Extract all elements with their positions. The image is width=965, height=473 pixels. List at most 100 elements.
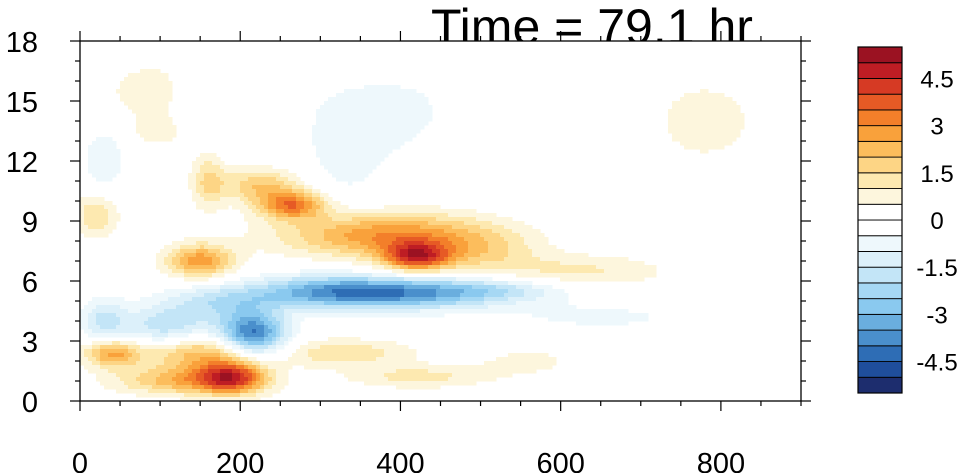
contour-cell <box>436 221 441 226</box>
contour-cell <box>684 145 689 150</box>
contour-cell <box>556 257 561 262</box>
contour-cell <box>416 245 421 250</box>
contour-cell <box>236 313 241 318</box>
contour-cell <box>368 245 373 250</box>
contour-cell <box>196 173 201 178</box>
contour-cell <box>88 145 93 150</box>
contour-cell <box>220 297 225 302</box>
contour-cell <box>388 85 393 90</box>
contour-cell <box>408 233 413 238</box>
contour-cell <box>360 133 365 138</box>
contour-cell <box>164 313 169 318</box>
contour-cell <box>316 245 321 250</box>
contour-cell <box>164 109 169 114</box>
contour-cell <box>336 245 341 250</box>
contour-cell <box>364 121 369 126</box>
contour-cell <box>368 309 373 314</box>
contour-cell <box>336 365 341 370</box>
contour-cell <box>404 369 409 374</box>
contour-cell <box>360 141 365 146</box>
contour-cell <box>736 121 741 126</box>
contour-cell <box>360 217 365 222</box>
contour-cell <box>272 325 277 330</box>
contour-cell <box>296 349 301 354</box>
contour-cell <box>308 229 313 234</box>
contour-cell <box>104 165 109 170</box>
contour-cell <box>284 309 289 314</box>
contour-cell <box>308 269 313 274</box>
contour-cell <box>140 93 145 98</box>
contour-cell <box>596 277 601 282</box>
contour-cell <box>136 109 141 114</box>
contour-cell <box>164 325 169 330</box>
contour-cell <box>152 329 157 334</box>
contour-cell <box>208 209 213 214</box>
contour-cell <box>344 313 349 318</box>
contour-cell <box>648 269 653 274</box>
contour-cell <box>424 209 429 214</box>
contour-cell <box>736 117 741 122</box>
contour-cell <box>296 209 301 214</box>
contour-cell <box>376 261 381 266</box>
contour-cell <box>316 341 321 346</box>
contour-cell <box>384 285 389 290</box>
contour-cell <box>80 313 85 318</box>
contour-cell <box>368 93 373 98</box>
contour-cell <box>488 369 493 374</box>
contour-cell <box>312 189 317 194</box>
contour-cell <box>424 289 429 294</box>
contour-cell <box>624 277 629 282</box>
contour-cell <box>120 309 125 314</box>
contour-cell <box>316 361 321 366</box>
contour-cell <box>260 229 265 234</box>
contour-cell <box>268 305 273 310</box>
contour-cell <box>264 369 269 374</box>
contour-cell <box>324 313 329 318</box>
contour-cell <box>592 261 597 266</box>
contour-cell <box>316 141 321 146</box>
contour-cell <box>628 261 633 266</box>
contour-cell <box>348 149 353 154</box>
contour-cell <box>204 265 209 270</box>
contour-cell <box>200 261 205 266</box>
contour-cell <box>128 317 133 322</box>
contour-cell <box>224 205 229 210</box>
contour-cell <box>324 253 329 258</box>
contour-cell <box>344 337 349 342</box>
contour-cell <box>172 129 177 134</box>
contour-cell <box>336 277 341 282</box>
contour-cell <box>216 197 221 202</box>
contour-cell <box>296 197 301 202</box>
contour-cell <box>308 361 313 366</box>
contour-cell <box>420 257 425 262</box>
contour-cell <box>288 225 293 230</box>
contour-cell <box>368 97 373 102</box>
contour-cell <box>88 317 93 322</box>
contour-cell <box>352 293 357 298</box>
contour-cell <box>532 245 537 250</box>
contour-cell <box>416 361 421 366</box>
contour-cell <box>456 249 461 254</box>
contour-cell <box>160 369 165 374</box>
contour-cell <box>116 89 121 94</box>
contour-cell <box>104 357 109 362</box>
contour-cell <box>444 265 449 270</box>
contour-cell <box>128 353 133 358</box>
contour-cell <box>564 277 569 282</box>
contour-cell <box>564 261 569 266</box>
contour-cell <box>144 85 149 90</box>
contour-cell <box>248 217 253 222</box>
contour-cell <box>344 141 349 146</box>
contour-cell <box>372 277 377 282</box>
contour-cell <box>480 301 485 306</box>
contour-cell <box>380 133 385 138</box>
contour-cell <box>384 257 389 262</box>
contour-cell <box>196 253 201 258</box>
contour-cell <box>180 309 185 314</box>
contour-cell <box>180 245 185 250</box>
contour-cell <box>588 261 593 266</box>
contour-cell <box>340 225 345 230</box>
contour-cell <box>180 269 185 274</box>
contour-cell <box>404 313 409 318</box>
contour-cell <box>468 269 473 274</box>
